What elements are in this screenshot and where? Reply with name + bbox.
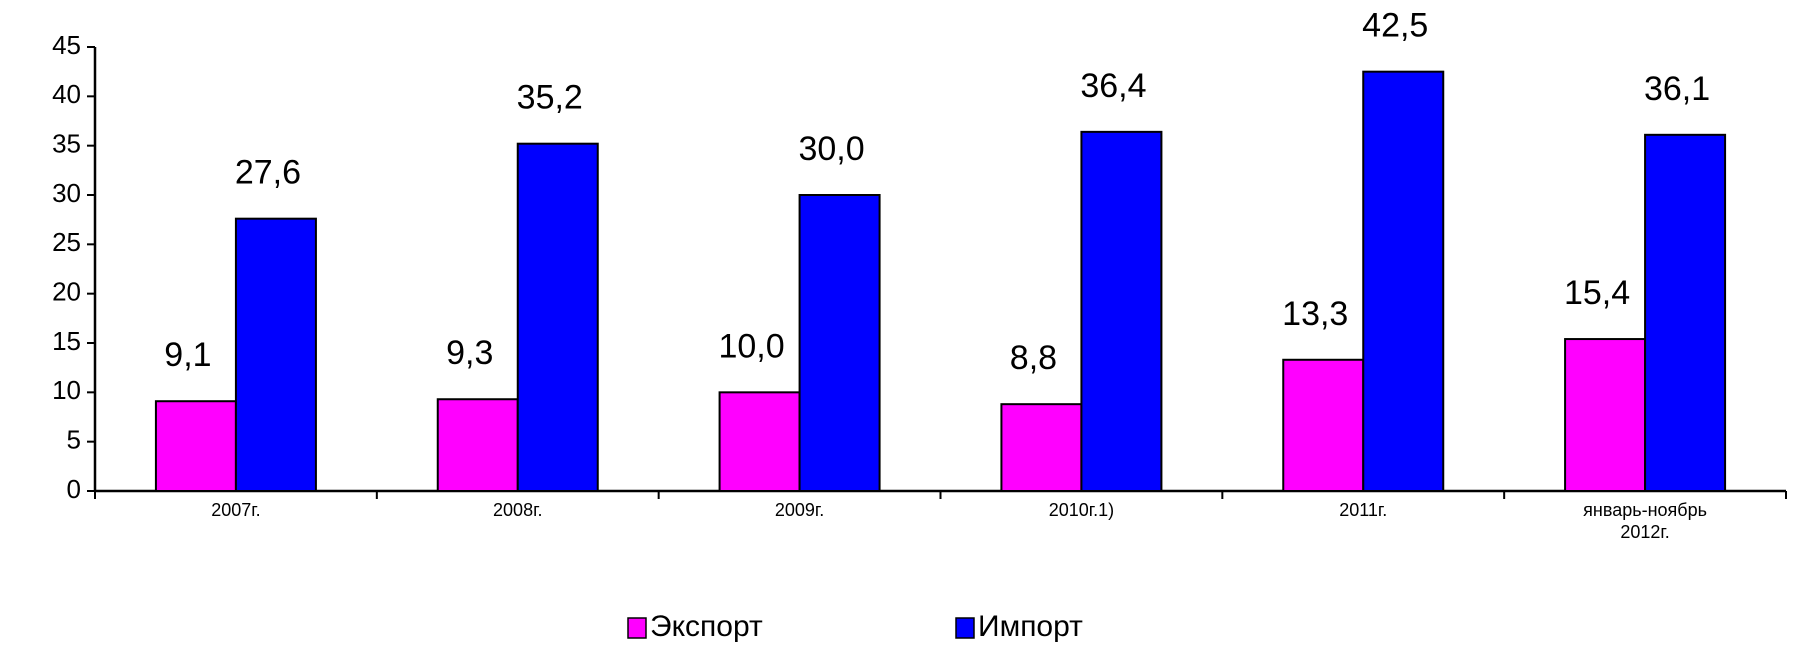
legend-swatch	[627, 617, 647, 639]
value-label: 36,4	[1080, 67, 1146, 105]
bar	[234, 217, 317, 492]
y-tick-label: 5	[67, 425, 81, 455]
value-label: 13,3	[1282, 295, 1348, 333]
value-label: 9,1	[164, 336, 211, 374]
y-tick-label: 40	[52, 79, 81, 109]
x-tick-label-line: 2012г.	[1620, 522, 1669, 542]
x-tick-label: 2007г.	[211, 500, 260, 520]
x-tick-label-line: январь-ноябрь	[1583, 500, 1707, 520]
bar	[718, 391, 801, 493]
value-label: 8,8	[1010, 339, 1057, 377]
y-tick-label: 15	[52, 326, 81, 356]
bar	[1564, 338, 1647, 493]
y-tick-label: 35	[52, 129, 81, 159]
value-label: 35,2	[517, 79, 583, 117]
value-label: 9,3	[446, 334, 493, 372]
x-tick-label: январь-ноябрь 2012г.	[1583, 500, 1707, 542]
bar	[1000, 403, 1083, 493]
bar	[154, 400, 237, 493]
value-label: 15,4	[1564, 274, 1630, 312]
y-tick-label: 25	[52, 227, 81, 257]
value-label: 27,6	[235, 154, 301, 192]
x-tick-label: 2009г.	[775, 500, 824, 520]
y-tick-label: 10	[52, 375, 81, 405]
x-tick-label: 2008г.	[493, 500, 542, 520]
value-label: 10,0	[718, 327, 784, 365]
legend-label: Экспорт	[650, 610, 763, 643]
x-tick-label: 2011г.	[1339, 500, 1387, 520]
y-tick-label: 30	[52, 178, 81, 208]
bar	[516, 142, 599, 492]
bar	[798, 194, 881, 492]
legend-label: Импорт	[978, 610, 1083, 643]
bar	[1362, 70, 1445, 493]
bar	[1080, 130, 1163, 492]
y-tick-label: 20	[52, 277, 81, 307]
bar	[1644, 133, 1727, 493]
bar	[1282, 358, 1365, 493]
bar	[436, 398, 519, 492]
y-tick-label: 0	[67, 474, 81, 504]
value-label: 42,5	[1362, 7, 1428, 45]
x-tick-label: 2010г.1)	[1049, 500, 1114, 520]
value-label: 30,0	[798, 130, 864, 168]
y-tick-label: 45	[52, 30, 81, 60]
legend-swatch	[955, 617, 975, 639]
value-label: 36,1	[1644, 70, 1710, 108]
